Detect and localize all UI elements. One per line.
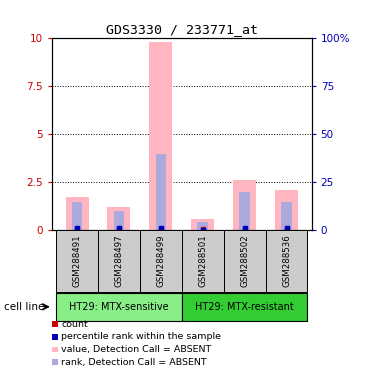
Text: GSM288491: GSM288491 [73, 235, 82, 288]
Bar [66, 197, 89, 230]
Bar [266, 230, 308, 292]
Bar [56, 230, 98, 292]
Bar [182, 230, 224, 292]
Bar [239, 192, 250, 230]
Bar [140, 230, 182, 292]
Bar [155, 154, 166, 230]
Text: GSM288502: GSM288502 [240, 235, 249, 288]
Text: GSM288499: GSM288499 [156, 235, 165, 287]
Text: cell line: cell line [4, 302, 44, 312]
Bar [275, 190, 298, 230]
Bar [182, 293, 308, 321]
Text: GSM288536: GSM288536 [282, 235, 291, 288]
Bar [197, 222, 208, 230]
Text: rank, Detection Call = ABSENT: rank, Detection Call = ABSENT [61, 358, 207, 367]
Text: HT29: MTX-sensitive: HT29: MTX-sensitive [69, 302, 169, 312]
Bar [281, 202, 292, 230]
Text: GSM288501: GSM288501 [198, 235, 207, 288]
Bar [108, 207, 131, 230]
Bar [98, 230, 140, 292]
Text: percentile rank within the sample: percentile rank within the sample [61, 332, 221, 341]
Bar [150, 42, 173, 230]
Title: GDS3330 / 233771_at: GDS3330 / 233771_at [106, 23, 258, 36]
Text: count: count [61, 319, 88, 329]
Bar [233, 180, 256, 230]
Bar [56, 293, 182, 321]
Text: HT29: MTX-resistant: HT29: MTX-resistant [195, 302, 294, 312]
Bar [191, 219, 214, 230]
Bar [72, 202, 82, 230]
Text: value, Detection Call = ABSENT: value, Detection Call = ABSENT [61, 345, 211, 354]
Text: GSM288497: GSM288497 [115, 235, 124, 288]
Bar [224, 230, 266, 292]
Bar [114, 211, 124, 230]
